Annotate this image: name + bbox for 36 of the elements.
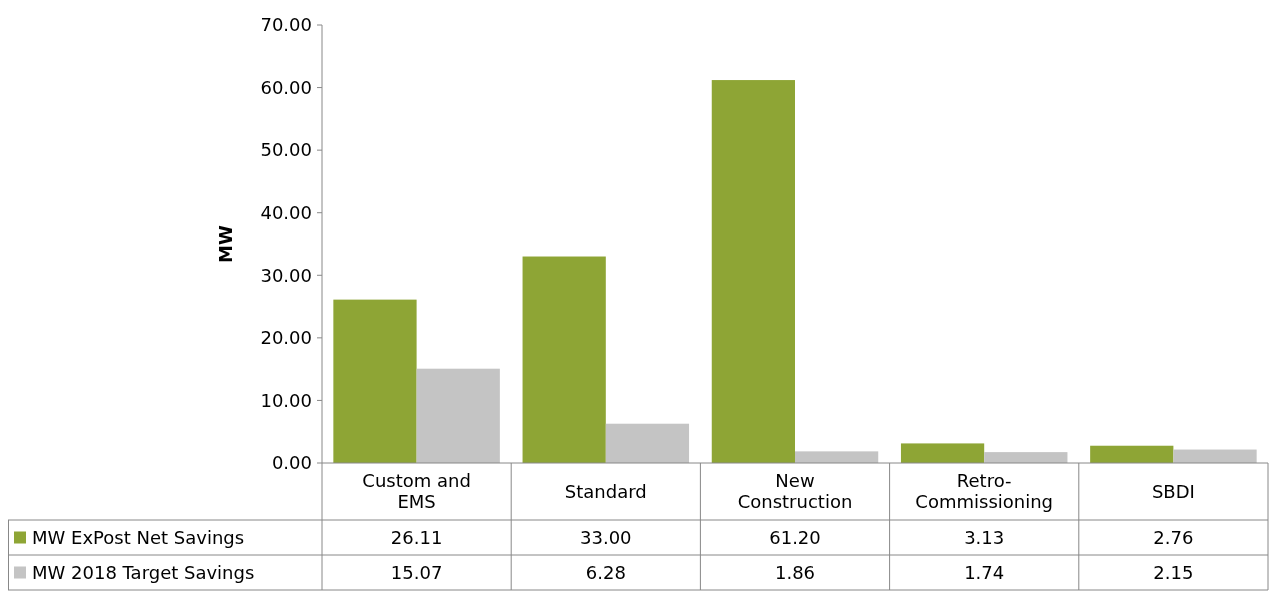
data-label: 1.86 <box>774 561 816 583</box>
data-label: 2.76 <box>1153 526 1194 548</box>
bar <box>416 368 500 463</box>
x-tick-label: New Construction <box>737 470 853 513</box>
legend-label: MW 2018 Target Savings <box>32 561 255 583</box>
bar <box>984 452 1068 463</box>
bar <box>711 80 795 463</box>
y-tick-label: 60.00 <box>260 76 312 98</box>
x-tick-label: Custom and EMS <box>362 470 471 513</box>
bar <box>1090 445 1174 463</box>
data-label: 33.00 <box>580 526 632 548</box>
y-tick-label: 0.00 <box>271 452 312 474</box>
bar <box>1173 449 1257 463</box>
bar <box>522 256 606 463</box>
data-label: 3.13 <box>964 526 1005 548</box>
y-tick-label: 70.00 <box>260 14 312 36</box>
data-label: 61.20 <box>769 526 821 548</box>
legend-label: MW ExPost Net Savings <box>32 526 245 548</box>
bar <box>333 299 417 463</box>
bar <box>795 451 879 463</box>
bar <box>605 423 690 463</box>
bar <box>900 443 985 463</box>
data-label: 2.15 <box>1153 561 1194 583</box>
data-label: 26.11 <box>390 526 443 548</box>
x-tick-label: Standard <box>564 480 647 502</box>
y-tick-label: 20.00 <box>260 327 312 349</box>
x-tick-label: Retro-Commissioning <box>915 470 1054 513</box>
y-tick-label: 30.00 <box>260 264 312 286</box>
data-label: 15.07 <box>390 561 443 583</box>
y-tick-label: 10.00 <box>260 389 312 411</box>
y-tick-label: 50.00 <box>260 139 312 161</box>
y-tick-label: 40.00 <box>260 202 312 224</box>
data-label: 6.28 <box>585 561 626 583</box>
y-axis-title: MW <box>215 224 236 263</box>
data-label: 1.74 <box>964 561 1005 583</box>
x-tick-label: SBDI <box>1151 480 1195 502</box>
